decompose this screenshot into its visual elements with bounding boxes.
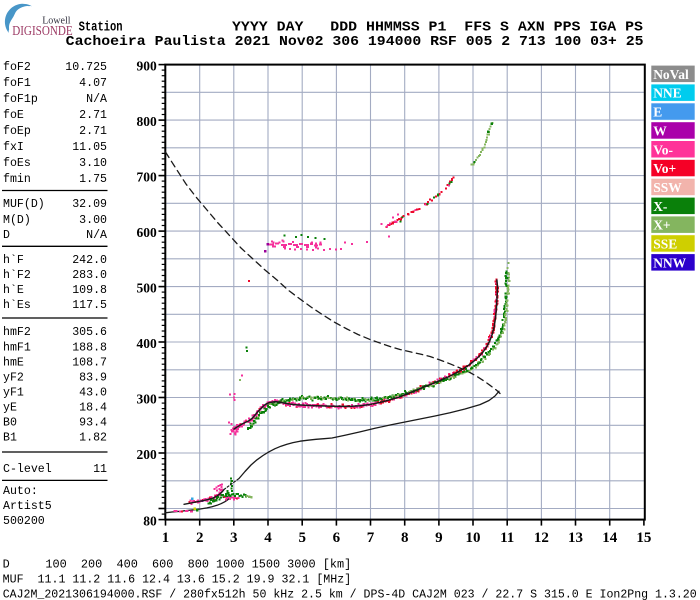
svg-text:4.07: 4.07 [79,77,107,90]
svg-text:305.6: 305.6 [72,326,107,339]
svg-text:yF1: yF1 [3,387,24,400]
svg-text:242.0: 242.0 [72,254,107,267]
svg-text:10.725: 10.725 [65,61,107,74]
svg-text:B0: B0 [3,417,17,430]
svg-text:18.4: 18.4 [79,402,107,415]
svg-text:Vo-: Vo- [653,142,673,157]
svg-text:Lowell: Lowell [42,15,71,26]
svg-text:700: 700 [137,170,158,185]
svg-text:NNW: NNW [653,255,686,270]
svg-text:500: 500 [137,281,158,296]
svg-text:8: 8 [401,530,409,546]
svg-text:foF1: foF1 [3,77,31,90]
svg-text:h`E: h`E [3,284,24,297]
svg-text:9: 9 [435,530,443,546]
svg-text:7: 7 [367,530,375,546]
svg-text:h`F2: h`F2 [3,269,31,282]
svg-text:hmF2: hmF2 [3,326,31,339]
svg-text:3.10: 3.10 [79,157,107,170]
svg-text:N/A: N/A [86,93,107,106]
svg-text:X+: X+ [653,218,670,233]
svg-text:32.09: 32.09 [72,198,107,211]
svg-text:13: 13 [568,530,583,546]
svg-text:2.71: 2.71 [79,125,107,138]
svg-text:4: 4 [264,530,272,546]
svg-text:3: 3 [230,530,238,546]
svg-text:Cachoeira Paulista 2021 Nov02: Cachoeira Paulista 2021 Nov02 306 194000… [66,35,644,50]
svg-text:Station: Station [79,20,123,35]
svg-text:200: 200 [137,447,158,462]
svg-text:300: 300 [137,392,158,407]
svg-text:188.8: 188.8 [72,341,107,354]
svg-text:foF2: foF2 [3,61,31,74]
svg-text:X-: X- [653,199,667,214]
svg-text:N/A: N/A [86,229,107,242]
svg-text:900: 900 [137,59,158,74]
svg-text:foF1p: foF1p [3,93,38,106]
svg-text:MUF(D): MUF(D) [3,198,45,211]
svg-text:MUF 11.1 11.2 11.6 12.4 13.6: MUF 11.1 11.2 11.6 12.4 13.6 15.2 19.9 3… [3,574,352,587]
svg-text:foEs: foEs [3,157,31,170]
svg-text:800: 800 [137,114,158,129]
svg-text:fmin: fmin [3,173,31,186]
svg-text:83.9: 83.9 [79,371,107,384]
svg-text:2.71: 2.71 [79,109,107,122]
svg-text:CAJ2M_2021306194000.RSF / 280f: CAJ2M_2021306194000.RSF / 280fx512h 50 k… [3,588,697,600]
svg-text:600: 600 [137,225,158,240]
svg-text:foEp: foEp [3,125,31,138]
svg-text:W: W [653,124,667,139]
svg-text:E: E [653,105,662,120]
svg-text:yE: yE [3,402,17,415]
svg-text:SSW: SSW [653,180,682,195]
svg-text:YYYY DAY DDD HHMMSS P1 FFS: YYYY DAY DDD HHMMSS P1 FFS S AXN PPS IGA… [232,20,643,35]
svg-text:5: 5 [298,530,306,546]
svg-text:109.8: 109.8 [72,284,107,297]
svg-text:1.82: 1.82 [79,432,107,445]
svg-text:hmF1: hmF1 [3,341,31,354]
svg-text:SSE: SSE [653,237,677,252]
svg-text:Vo+: Vo+ [653,161,676,176]
svg-text:Auto:: Auto: [3,485,38,498]
svg-text:80: 80 [143,514,157,529]
svg-text:283.0: 283.0 [72,269,107,282]
svg-text:foE: foE [3,109,24,122]
svg-text:NNE: NNE [653,86,682,101]
svg-text:1: 1 [162,530,170,546]
svg-text:C-level: C-level [3,463,52,476]
svg-text:10: 10 [466,530,481,546]
svg-text:11.05: 11.05 [72,141,107,154]
svg-text:Artist5: Artist5 [3,500,52,513]
svg-text:M(D): M(D) [3,214,31,227]
svg-text:93.4: 93.4 [79,417,107,430]
svg-text:h`Es: h`Es [3,299,31,312]
svg-text:2: 2 [196,530,204,546]
svg-text:DIGISONDE: DIGISONDE [12,23,72,38]
svg-text:h`F: h`F [3,254,24,267]
svg-text:B1: B1 [3,432,17,445]
svg-text:D 100 200 400 600 800: D 100 200 400 600 800 1000 1500 3000 [km… [3,558,352,571]
svg-text:fxI: fxI [3,141,24,154]
svg-text:6: 6 [333,530,341,546]
svg-text:500200: 500200 [3,515,45,528]
svg-text:15: 15 [636,530,651,546]
svg-text:D: D [3,229,10,242]
svg-text:NoVal: NoVal [653,67,689,82]
svg-text:12: 12 [534,530,549,546]
svg-text:400: 400 [137,336,158,351]
svg-text:14: 14 [602,530,618,546]
svg-text:108.7: 108.7 [72,356,107,369]
svg-text:hmE: hmE [3,356,24,369]
svg-text:3.00: 3.00 [79,214,107,227]
svg-text:11: 11 [93,463,107,476]
svg-text:yF2: yF2 [3,371,24,384]
svg-text:1.75: 1.75 [79,173,107,186]
svg-text:43.0: 43.0 [79,387,107,400]
svg-text:117.5: 117.5 [72,299,107,312]
svg-text:11: 11 [500,530,514,546]
